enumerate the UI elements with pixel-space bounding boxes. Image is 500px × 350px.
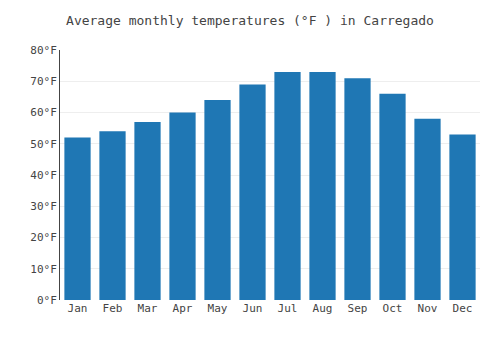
svg-text:0°F: 0°F [37,294,57,307]
svg-text:60°F: 60°F [30,106,57,119]
svg-text:May: May [208,302,228,315]
svg-text:Sep: Sep [348,302,368,315]
svg-text:Mar: Mar [138,302,158,315]
svg-text:Average monthly temperatures (: Average monthly temperatures (°F ) in Ca… [66,13,434,28]
svg-text:80°F: 80°F [30,44,57,57]
svg-text:Oct: Oct [383,302,403,315]
svg-text:40°F: 40°F [30,169,57,182]
svg-text:Nov: Nov [418,302,438,315]
svg-text:50°F: 50°F [30,138,57,151]
svg-text:Jun: Jun [243,302,263,315]
svg-text:Jul: Jul [278,302,298,315]
svg-text:70°F: 70°F [30,75,57,88]
svg-text:30°F: 30°F [30,200,57,213]
svg-text:Feb: Feb [103,302,123,315]
svg-text:Aug: Aug [313,302,333,315]
svg-text:Apr: Apr [173,302,193,315]
svg-text:10°F: 10°F [30,263,57,276]
svg-text:Dec: Dec [453,302,473,315]
svg-text:20°F: 20°F [30,231,57,244]
svg-text:Jan: Jan [68,302,88,315]
